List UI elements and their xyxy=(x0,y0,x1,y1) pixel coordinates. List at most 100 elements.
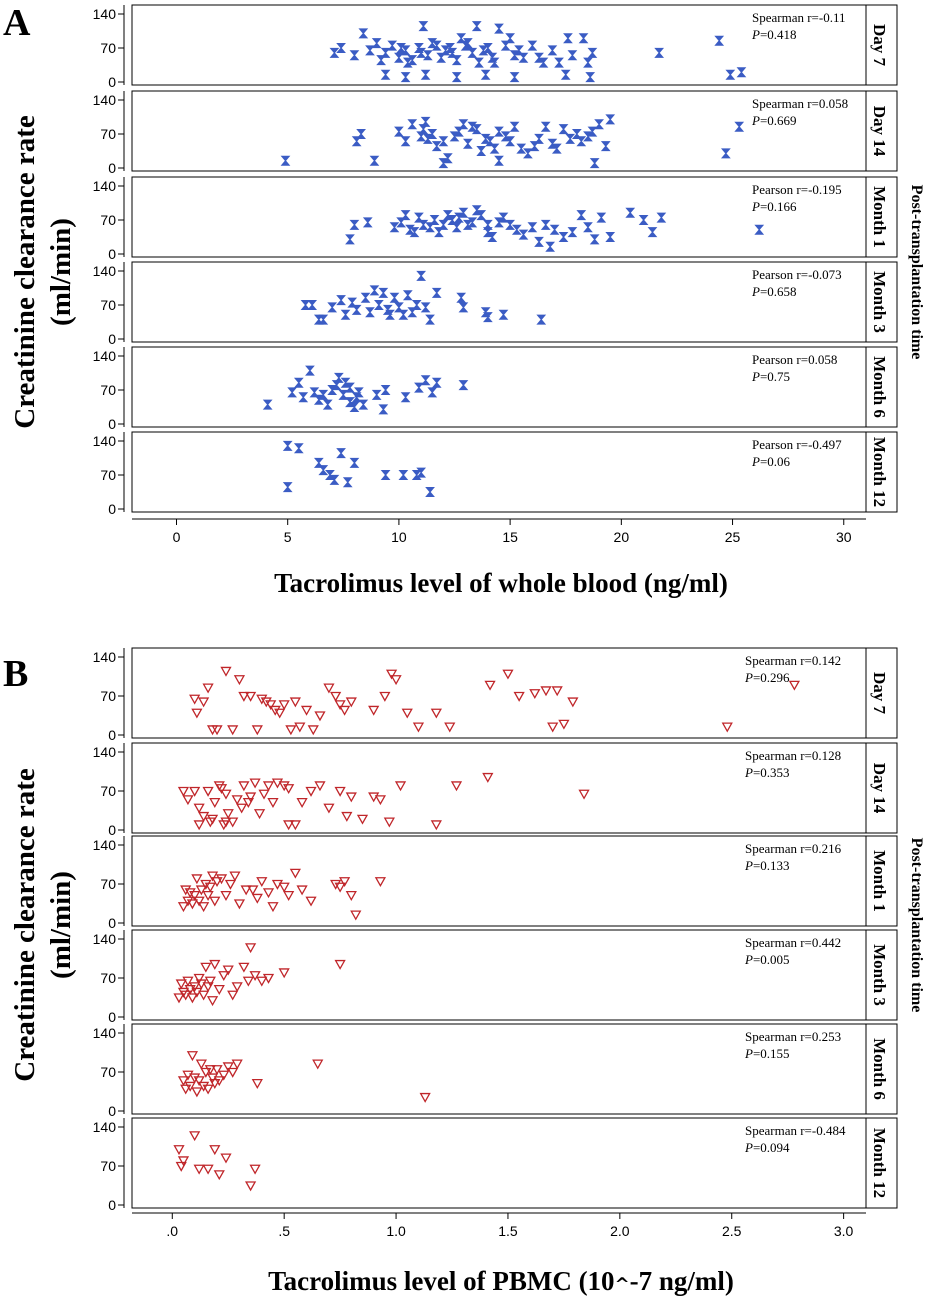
data-point xyxy=(471,21,482,32)
data-point xyxy=(197,990,210,1001)
data-point xyxy=(218,1070,230,1081)
data-point xyxy=(300,705,313,716)
stat-label: Spearman r=0.142 xyxy=(745,653,841,668)
data-point xyxy=(585,72,596,83)
data-point xyxy=(483,219,493,230)
y-tick-label: 0 xyxy=(108,416,116,432)
data-point xyxy=(540,121,551,132)
data-point xyxy=(202,982,214,993)
data-point xyxy=(379,691,391,702)
x-tick-label: .5 xyxy=(278,1223,290,1239)
data-point xyxy=(638,215,649,225)
x-tick-label: 1.5 xyxy=(498,1223,518,1239)
data-point xyxy=(175,1161,187,1172)
data-point xyxy=(430,820,442,831)
data-point xyxy=(204,1065,216,1076)
data-point xyxy=(720,148,731,159)
data-point xyxy=(256,877,268,888)
data-point xyxy=(558,232,569,242)
facet-strip xyxy=(865,929,898,1021)
data-point xyxy=(329,47,340,58)
data-point xyxy=(283,784,295,795)
data-point xyxy=(293,377,304,388)
data-point xyxy=(476,146,487,156)
data-point xyxy=(494,126,504,137)
data-point xyxy=(209,1145,221,1156)
data-point xyxy=(296,797,308,808)
data-point xyxy=(398,470,409,480)
data-point xyxy=(527,222,538,233)
data-point xyxy=(242,976,254,987)
facet-day-7: Day 7 0 70 140 Spearman r=0.142 P=0.296 xyxy=(93,647,898,743)
p-symbol: P xyxy=(744,670,753,685)
data-point xyxy=(516,143,527,154)
data-point xyxy=(420,302,431,313)
data-point xyxy=(327,302,338,313)
p-symbol: P xyxy=(751,369,760,384)
data-point xyxy=(175,979,187,990)
data-point xyxy=(218,971,230,982)
data-point xyxy=(247,885,259,896)
p-value: =0.06 xyxy=(760,454,791,469)
y-tick-label: 0 xyxy=(108,74,116,90)
data-point xyxy=(565,133,576,144)
data-point xyxy=(480,133,491,144)
data-point xyxy=(213,1170,225,1181)
facet-month-3: Month 3 0 70 140 Spearman r=0.442 P=0.005 xyxy=(93,929,898,1025)
data-point xyxy=(545,241,556,252)
facet-strip xyxy=(865,1117,898,1209)
data-point xyxy=(407,55,418,66)
data-point xyxy=(374,300,384,310)
data-point xyxy=(427,38,438,49)
data-point xyxy=(587,126,598,137)
data-point xyxy=(376,55,386,66)
data-point xyxy=(182,795,194,806)
data-point xyxy=(349,402,360,412)
data-point xyxy=(414,212,424,223)
p-value-label: P=0.418 xyxy=(751,27,797,42)
data-point xyxy=(278,968,290,979)
data-point xyxy=(394,126,404,137)
data-point xyxy=(407,307,418,318)
facet-day-14: Day 14 0 70 140 Spearman r=0.128 P=0.353 xyxy=(93,742,898,838)
data-point xyxy=(589,158,600,169)
p-symbol: P xyxy=(744,1140,753,1155)
data-point xyxy=(425,222,435,233)
data-point xyxy=(456,292,467,303)
facet-strip xyxy=(865,261,898,343)
y-tick-label: 0 xyxy=(108,822,116,838)
data-point xyxy=(654,47,665,58)
data-point xyxy=(242,797,254,808)
data-point xyxy=(293,443,304,454)
y-tick-label: 70 xyxy=(100,1158,116,1174)
data-point xyxy=(378,287,389,298)
data-point xyxy=(385,669,398,680)
data-point xyxy=(307,300,318,310)
data-point xyxy=(418,219,429,230)
y-tick-label: 140 xyxy=(93,1119,117,1135)
data-point xyxy=(274,708,286,719)
data-point xyxy=(289,697,301,708)
data-point xyxy=(560,69,571,80)
facet-strip xyxy=(865,431,898,513)
data-point xyxy=(220,789,232,800)
panel-a-letter: A xyxy=(3,2,31,44)
panel-a-right-label: Post-transplantation time xyxy=(908,185,925,360)
p-value: =0.418 xyxy=(760,27,797,42)
data-point xyxy=(387,40,398,51)
y-tick-label: 140 xyxy=(93,178,117,194)
y-tick-label: 70 xyxy=(100,783,116,799)
x-tick-label: 15 xyxy=(502,529,518,545)
data-point xyxy=(305,896,317,907)
p-symbol: P xyxy=(751,113,760,128)
data-point xyxy=(289,820,301,831)
data-point xyxy=(425,314,435,325)
facet-month-12: Month 12 0 70 140 Pearson r=-0.497 P=0.06 xyxy=(93,431,898,517)
data-point xyxy=(458,207,469,218)
data-point xyxy=(427,129,438,139)
data-point xyxy=(418,21,429,32)
data-point xyxy=(505,219,515,230)
p-value: =0.094 xyxy=(753,1140,790,1155)
x-tick-label: 2.0 xyxy=(610,1223,630,1239)
